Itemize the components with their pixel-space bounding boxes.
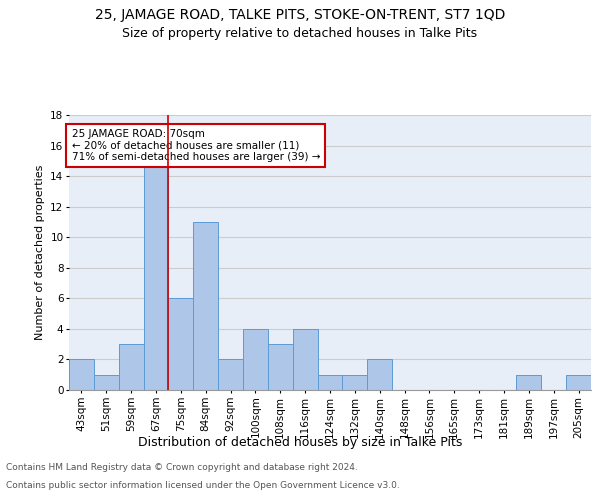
Bar [218,360,243,390]
Bar [268,344,293,390]
Text: Contains HM Land Registry data © Crown copyright and database right 2024.: Contains HM Land Registry data © Crown c… [6,464,358,472]
Bar [243,329,268,390]
Bar [343,374,367,390]
Bar [94,374,119,390]
Text: Distribution of detached houses by size in Talke Pits: Distribution of detached houses by size … [138,436,462,449]
Bar [169,298,193,390]
Bar [367,360,392,390]
Bar [143,161,169,390]
Y-axis label: Number of detached properties: Number of detached properties [35,165,44,340]
Bar [317,374,343,390]
Bar [566,374,591,390]
Bar [119,344,143,390]
Bar [193,222,218,390]
Text: Contains public sector information licensed under the Open Government Licence v3: Contains public sector information licen… [6,481,400,490]
Text: 25 JAMAGE ROAD: 70sqm
← 20% of detached houses are smaller (11)
71% of semi-deta: 25 JAMAGE ROAD: 70sqm ← 20% of detached … [71,128,320,162]
Bar [517,374,541,390]
Bar [293,329,317,390]
Text: Size of property relative to detached houses in Talke Pits: Size of property relative to detached ho… [122,28,478,40]
Bar [69,360,94,390]
Text: 25, JAMAGE ROAD, TALKE PITS, STOKE-ON-TRENT, ST7 1QD: 25, JAMAGE ROAD, TALKE PITS, STOKE-ON-TR… [95,8,505,22]
